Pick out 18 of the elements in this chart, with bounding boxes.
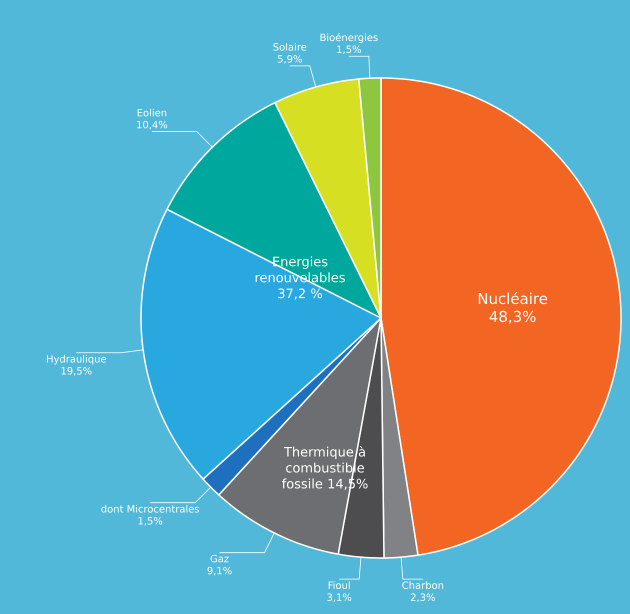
slice-label: dont Microcentrales [101, 504, 200, 513]
data-label: 1,5% [138, 517, 162, 526]
slice-label: Solaire [273, 42, 306, 51]
data-label: 1,5% [337, 46, 361, 54]
slice-label: Hydraulique [47, 354, 106, 365]
slice-label: Fioul [328, 581, 350, 589]
data-label: 48,3% [490, 310, 536, 324]
data-label: 9,1% [207, 566, 232, 576]
slice-label: Bioénergies [320, 32, 378, 44]
data-label: 10,4% [137, 120, 168, 130]
data-label: 5,9% [278, 55, 302, 64]
slice-label: Eolien [138, 108, 166, 116]
data-label: 2,3% [410, 593, 435, 602]
data-label: 3,1% [327, 593, 352, 602]
data-label: 19,5% [62, 367, 92, 376]
slice-label: Nucléaire [478, 292, 548, 304]
slice-label: Charbon [402, 581, 444, 589]
slice-label: Gaz [210, 554, 229, 562]
